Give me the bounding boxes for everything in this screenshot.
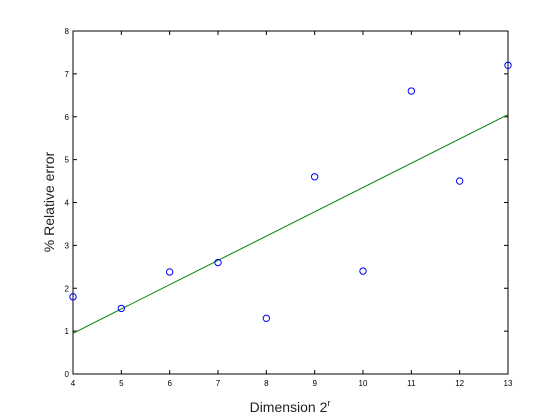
y-axis: 0 1 2 3 4 5 6 7 8 [65,27,508,379]
data-point [69,293,77,301]
data-point [359,267,367,275]
data-point [310,173,319,181]
y-tick-label: 3 [65,241,70,250]
x-tick-label: 11 [407,379,416,388]
x-tick-label: 13 [504,379,513,388]
x-tick-label: 5 [119,379,124,388]
data-points-layer [69,61,512,322]
trend-line [72,114,509,334]
data-point [455,177,464,185]
y-tick-label: 4 [65,199,70,208]
x-tick-label: 10 [359,379,368,388]
plot-area [72,30,509,375]
y-tick-label: 8 [65,27,70,36]
x-axis: 4 5 6 7 8 9 10 11 12 13 [71,31,513,388]
x-tick-label: 4 [71,379,76,388]
y-tick-label: 1 [65,327,70,336]
data-point [214,258,222,267]
data-point [117,304,126,313]
x-axis-title: Dimension 2r [250,398,331,415]
y-tick-label: 0 [65,370,70,379]
x-tick-label: 12 [455,379,464,388]
x-tick-label: 8 [264,379,269,388]
data-point [165,268,174,276]
x-tick-label: 6 [167,379,172,388]
y-tick-label: 6 [65,113,70,122]
y-tick-label: 2 [65,284,70,293]
x-tick-label: 7 [216,379,221,388]
y-tick-label: 7 [65,70,70,79]
data-point [407,87,416,95]
data-point [504,61,512,70]
data-point [262,314,271,322]
x-tick-label: 9 [312,379,317,388]
trend-line-layer [72,114,509,334]
y-axis-title: % Relative error [41,151,57,252]
y-tick-label: 5 [65,156,70,165]
